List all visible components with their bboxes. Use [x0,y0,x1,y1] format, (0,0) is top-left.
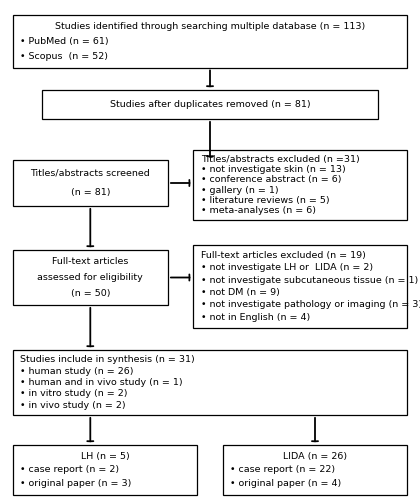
Text: Studies identified through searching multiple database (n = 113): Studies identified through searching mul… [55,22,365,31]
FancyBboxPatch shape [13,15,407,68]
Text: Studies include in synthesis (n = 31): Studies include in synthesis (n = 31) [20,355,195,364]
Text: Full-text articles excluded (n = 19): Full-text articles excluded (n = 19) [201,250,366,260]
Text: • conference abstract (n = 6): • conference abstract (n = 6) [201,176,341,184]
FancyBboxPatch shape [13,160,168,206]
Text: • PubMed (n = 61): • PubMed (n = 61) [20,37,109,46]
FancyBboxPatch shape [193,150,407,220]
Text: • literature reviews (n = 5): • literature reviews (n = 5) [201,196,329,205]
Text: • original paper (n = 3): • original paper (n = 3) [20,480,131,488]
FancyBboxPatch shape [13,445,197,495]
FancyBboxPatch shape [13,350,407,415]
Text: • not investigate pathology or imaging (n = 3): • not investigate pathology or imaging (… [201,300,420,310]
Text: • Scopus  (n = 52): • Scopus (n = 52) [20,52,108,60]
Text: • gallery (n = 1): • gallery (n = 1) [201,186,278,194]
Text: Titles/abstracts screened: Titles/abstracts screened [30,169,150,178]
Text: assessed for eligibility: assessed for eligibility [37,273,143,282]
Text: Full-text articles: Full-text articles [52,258,129,266]
Text: (n = 81): (n = 81) [71,188,110,197]
Text: • meta-analyses (n = 6): • meta-analyses (n = 6) [201,206,316,216]
Text: • case report (n = 22): • case report (n = 22) [230,466,335,474]
Text: • human study (n = 26): • human study (n = 26) [20,366,134,376]
FancyBboxPatch shape [223,445,407,495]
FancyBboxPatch shape [13,250,168,305]
FancyBboxPatch shape [42,90,378,119]
Text: • not investigate skin (n = 13): • not investigate skin (n = 13) [201,165,346,174]
Text: • not in English (n = 4): • not in English (n = 4) [201,313,310,322]
Text: • human and in vivo study (n = 1): • human and in vivo study (n = 1) [20,378,183,387]
Text: (n = 50): (n = 50) [71,288,110,298]
Text: • not investigate LH or  LIDA (n = 2): • not investigate LH or LIDA (n = 2) [201,263,373,272]
Text: • case report (n = 2): • case report (n = 2) [20,466,119,474]
Text: LH (n = 5): LH (n = 5) [81,452,129,460]
Text: • in vitro study (n = 2): • in vitro study (n = 2) [20,390,128,398]
Text: • not DM (n = 9): • not DM (n = 9) [201,288,280,297]
Text: Studies after duplicates removed (n = 81): Studies after duplicates removed (n = 81… [110,100,310,109]
Text: Titles/abstracts excluded (n =31): Titles/abstracts excluded (n =31) [201,154,360,164]
Text: • not investigate subcutaneous tissue (n = 1): • not investigate subcutaneous tissue (n… [201,276,418,284]
Text: • in vivo study (n = 2): • in vivo study (n = 2) [20,401,126,410]
Text: LIDA (n = 26): LIDA (n = 26) [283,452,347,460]
FancyBboxPatch shape [193,245,407,328]
Text: • original paper (n = 4): • original paper (n = 4) [230,480,341,488]
